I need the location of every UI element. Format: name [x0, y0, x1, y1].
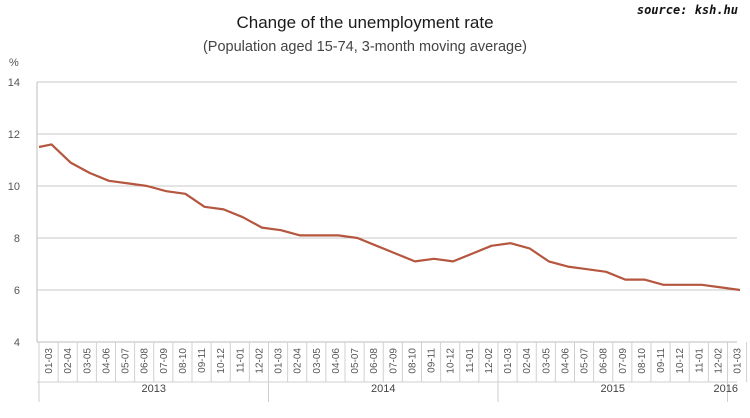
year-label: 2015	[601, 383, 625, 395]
x-tick-label: 09-11	[656, 348, 667, 373]
x-tick-label: 07-09	[159, 348, 170, 374]
x-tick-label: 08-10	[178, 348, 189, 374]
year-label: 2016	[714, 383, 738, 395]
y-axis-ticks: 4 6 8 10 12 14	[8, 77, 20, 349]
y-tick-label: 4	[14, 337, 20, 349]
x-tick-label: 04-06	[560, 348, 571, 374]
x-tick-label: 06-08	[369, 348, 380, 374]
x-tick-label: 11-01	[694, 348, 705, 373]
year-label: 2013	[142, 383, 166, 395]
x-tick-label: 11-01	[465, 348, 476, 373]
x-tick-label: 06-08	[599, 348, 610, 374]
x-tick-label: 01-03	[274, 348, 285, 374]
x-tick-label: 08-10	[407, 348, 418, 374]
x-tick-label: 09-11	[197, 348, 208, 373]
grid-lines	[36, 81, 737, 343]
series-line	[38, 143, 741, 292]
x-tick-label: 07-09	[388, 348, 399, 374]
x-tick-label: 11-01	[235, 348, 246, 373]
x-tick-label: 05-07	[121, 348, 132, 374]
x-tick-label: 05-07	[580, 348, 591, 374]
x-tick-label: 03-05	[312, 348, 323, 374]
x-tick-label: 03-05	[541, 348, 552, 374]
x-tick-label: 01-03	[44, 348, 55, 374]
x-tick-label: 10-12	[216, 348, 227, 374]
x-tick-label: 02-04	[293, 348, 304, 374]
x-tick-label: 07-09	[618, 348, 629, 374]
x-tick-label: 05-07	[350, 348, 361, 374]
x-tick-label: 02-04	[63, 348, 74, 374]
x-tick-label: 01-03	[503, 348, 514, 374]
x-tick-label: 02-04	[522, 348, 533, 374]
source-label: source: ksh.hu	[637, 3, 738, 17]
y-tick-label: 14	[8, 77, 20, 89]
x-tick-label: 04-06	[331, 348, 342, 374]
x-tick-label: 01-03	[733, 348, 744, 374]
series-group	[38, 143, 741, 292]
x-tick-label: 06-08	[140, 348, 151, 374]
y-tick-label: 6	[14, 285, 20, 297]
x-tick-label: 09-11	[427, 348, 438, 373]
y-tick-label: 12	[8, 129, 20, 141]
chart-subtitle: (Population aged 15-74, 3-month moving a…	[203, 39, 527, 55]
x-tick-label: 04-06	[101, 348, 112, 374]
y-axis-unit: %	[9, 57, 19, 69]
y-tick-label: 10	[8, 181, 20, 193]
x-tick-label: 10-12	[446, 348, 457, 374]
x-tick-label: 10-12	[675, 348, 686, 374]
year-label: 2014	[371, 383, 395, 395]
x-tick-label: 12-02	[254, 348, 265, 374]
x-axis: 01-03 02-04 03-05 04-06 05-07 06-08 07-09 08-10…	[37, 341, 748, 402]
chart-title: Change of the unemployment rate	[236, 13, 493, 32]
x-tick-label: 12-02	[713, 348, 724, 374]
x-tick-label: 03-05	[82, 348, 93, 374]
y-tick-label: 8	[14, 233, 20, 245]
x-tick-label: 08-10	[637, 348, 648, 374]
x-tick-label: 12-02	[484, 348, 495, 374]
